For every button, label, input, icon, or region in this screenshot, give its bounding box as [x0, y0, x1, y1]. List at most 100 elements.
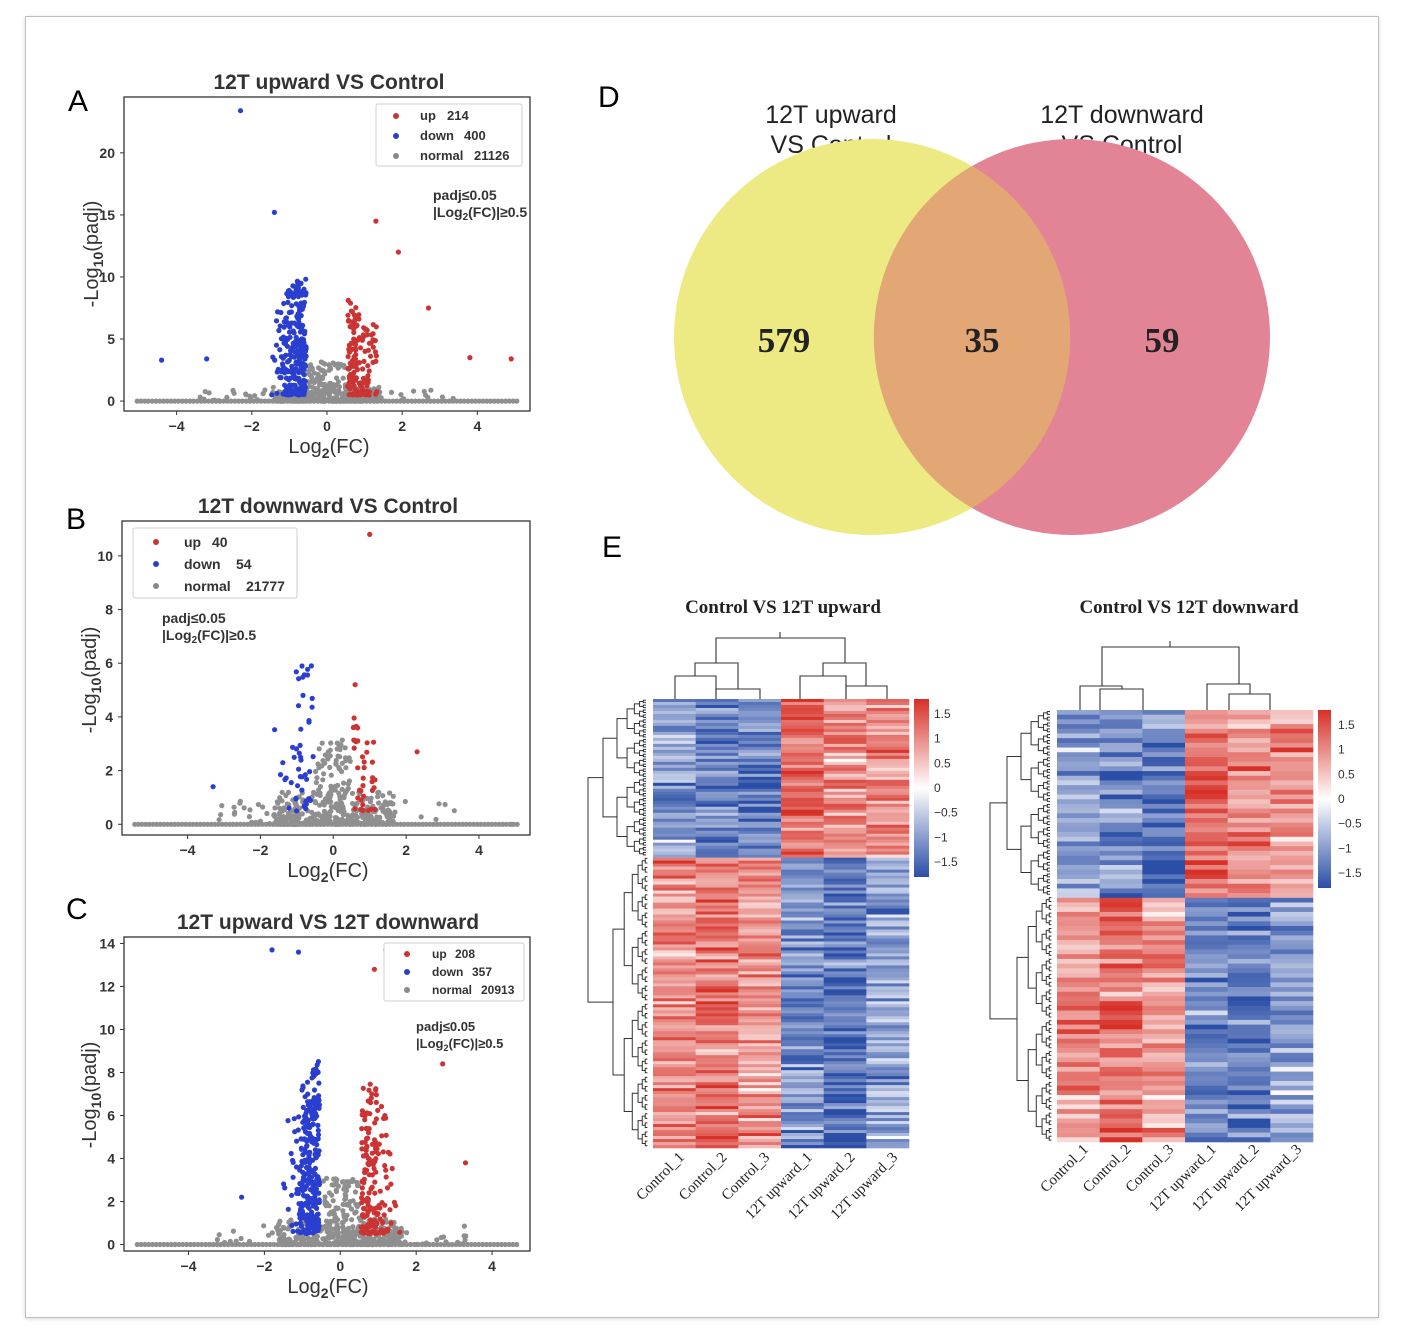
- heatmap-cell: [1142, 1043, 1186, 1049]
- heatmap-cell: [1270, 860, 1314, 866]
- point-normal: [342, 745, 348, 751]
- heatmap-cell: [823, 947, 867, 951]
- heatmap-cell: [823, 1049, 867, 1053]
- heatmap-cell: [653, 725, 696, 730]
- heatmap-cell: [1099, 822, 1143, 828]
- heatmap-cell: [1142, 785, 1186, 791]
- point-down: [311, 1223, 317, 1229]
- heatmap-cell: [695, 890, 739, 894]
- heatmap-cell: [1057, 1062, 1100, 1068]
- heatmap-cell: [866, 905, 910, 909]
- point-normal: [436, 801, 442, 807]
- heatmap-cell: [653, 755, 696, 760]
- point-normal: [368, 795, 374, 801]
- point-down: [280, 760, 286, 766]
- point-up: [367, 1081, 373, 1087]
- heatmap-cell: [1099, 1005, 1143, 1011]
- row-dendrogram-branch: [644, 857, 648, 864]
- heatmap-cell: [653, 1055, 696, 1059]
- legend-up-label: up: [184, 534, 201, 550]
- row-dendrogram-branch: [1046, 792, 1051, 797]
- heatmap-cell: [1185, 766, 1228, 772]
- heatmap-cell: [1227, 775, 1271, 781]
- heatmap-cell: [866, 998, 910, 1002]
- heatmap-cell: [695, 851, 739, 855]
- point-normal: [230, 1228, 236, 1234]
- point-up: [363, 1145, 369, 1151]
- heatmap-cell: [866, 1127, 910, 1131]
- point-down: [293, 795, 299, 802]
- heatmap-cell: [781, 812, 824, 817]
- point-normal: [135, 821, 141, 827]
- row-dendrogram-branch: [642, 797, 647, 802]
- heatmap-cell: [1099, 710, 1143, 715]
- threshold-fc: |Log2(FC)|≥0.5: [416, 1036, 503, 1053]
- point-normal: [161, 821, 167, 827]
- point-down: [296, 766, 302, 772]
- point-up: [371, 966, 377, 972]
- heatmap-cell: [1227, 1029, 1271, 1035]
- heatmap-cell: [866, 1040, 910, 1044]
- heatmap-cell: [1142, 888, 1186, 894]
- heatmap-cell: [1270, 972, 1314, 978]
- heatmap-cell: [823, 773, 867, 778]
- point-normal: [267, 1241, 273, 1248]
- heatmap-cell: [695, 899, 739, 903]
- heatmap-cell: [738, 1100, 782, 1104]
- row-dendrogram-branch: [1045, 1006, 1050, 1016]
- heatmap-cell: [1057, 958, 1100, 964]
- heatmap-cell: [1270, 1118, 1314, 1124]
- row-dendrogram-branch: [1046, 821, 1051, 826]
- heatmap-cell: [823, 1031, 867, 1035]
- point-normal: [301, 397, 307, 403]
- heatmap-cell: [1270, 991, 1314, 997]
- heatmap-cell: [738, 728, 782, 733]
- point-normal: [259, 1241, 266, 1248]
- row-dendrogram-branch: [626, 747, 635, 769]
- row-dendrogram-branch: [644, 885, 648, 891]
- heatmap-cell: [781, 983, 824, 987]
- row-dendrogram-branch: [644, 949, 648, 955]
- row-dendrogram-branch: [642, 851, 647, 856]
- heatmap-cell: [1270, 902, 1314, 908]
- heatmap-cell: [695, 1022, 739, 1026]
- heatmap-cell: [781, 1085, 824, 1089]
- heatmap-cell: [1099, 982, 1143, 988]
- heatmap-cell: [653, 827, 696, 831]
- colorbar: [914, 699, 929, 877]
- heatmap-cell: [653, 947, 696, 951]
- heatmap-cell: [866, 1019, 910, 1023]
- point-normal: [450, 395, 456, 401]
- heatmap-cell: [1270, 879, 1314, 885]
- point-down: [300, 337, 307, 343]
- point-down: [280, 334, 286, 340]
- row-dendrogram-branch: [1037, 877, 1044, 891]
- heatmap-cell: [1270, 728, 1314, 734]
- heatmap-cell: [738, 743, 782, 748]
- heatmap-cell: [823, 812, 867, 817]
- row-dendrogram-branch: [639, 838, 644, 845]
- heatmap-cell: [781, 773, 824, 778]
- colorbar-tick-label: 0: [934, 781, 941, 795]
- heatmap-cell: [866, 1121, 910, 1125]
- heatmap-cell: [653, 1016, 696, 1020]
- point-normal: [480, 398, 486, 404]
- point-normal: [315, 1240, 321, 1246]
- heatmap-cell: [1057, 1085, 1100, 1091]
- heatmap-cell: [1099, 803, 1143, 809]
- point-normal: [202, 389, 208, 395]
- heatmap-cell: [781, 806, 824, 811]
- point-up: [353, 375, 359, 381]
- heatmap-cell: [738, 797, 782, 802]
- heatmap-cell: [1185, 855, 1228, 861]
- point-up: [353, 738, 359, 744]
- heatmap-cell: [823, 1001, 867, 1005]
- heatmap-cell: [738, 866, 782, 870]
- point-normal: [228, 398, 234, 404]
- heatmap-cell: [823, 1067, 867, 1071]
- point-normal: [487, 1241, 493, 1248]
- heatmap-cell: [1099, 832, 1143, 838]
- heatmap-cell: [1185, 987, 1228, 993]
- point-up: [375, 1151, 381, 1157]
- heatmap-cell: [1270, 921, 1314, 927]
